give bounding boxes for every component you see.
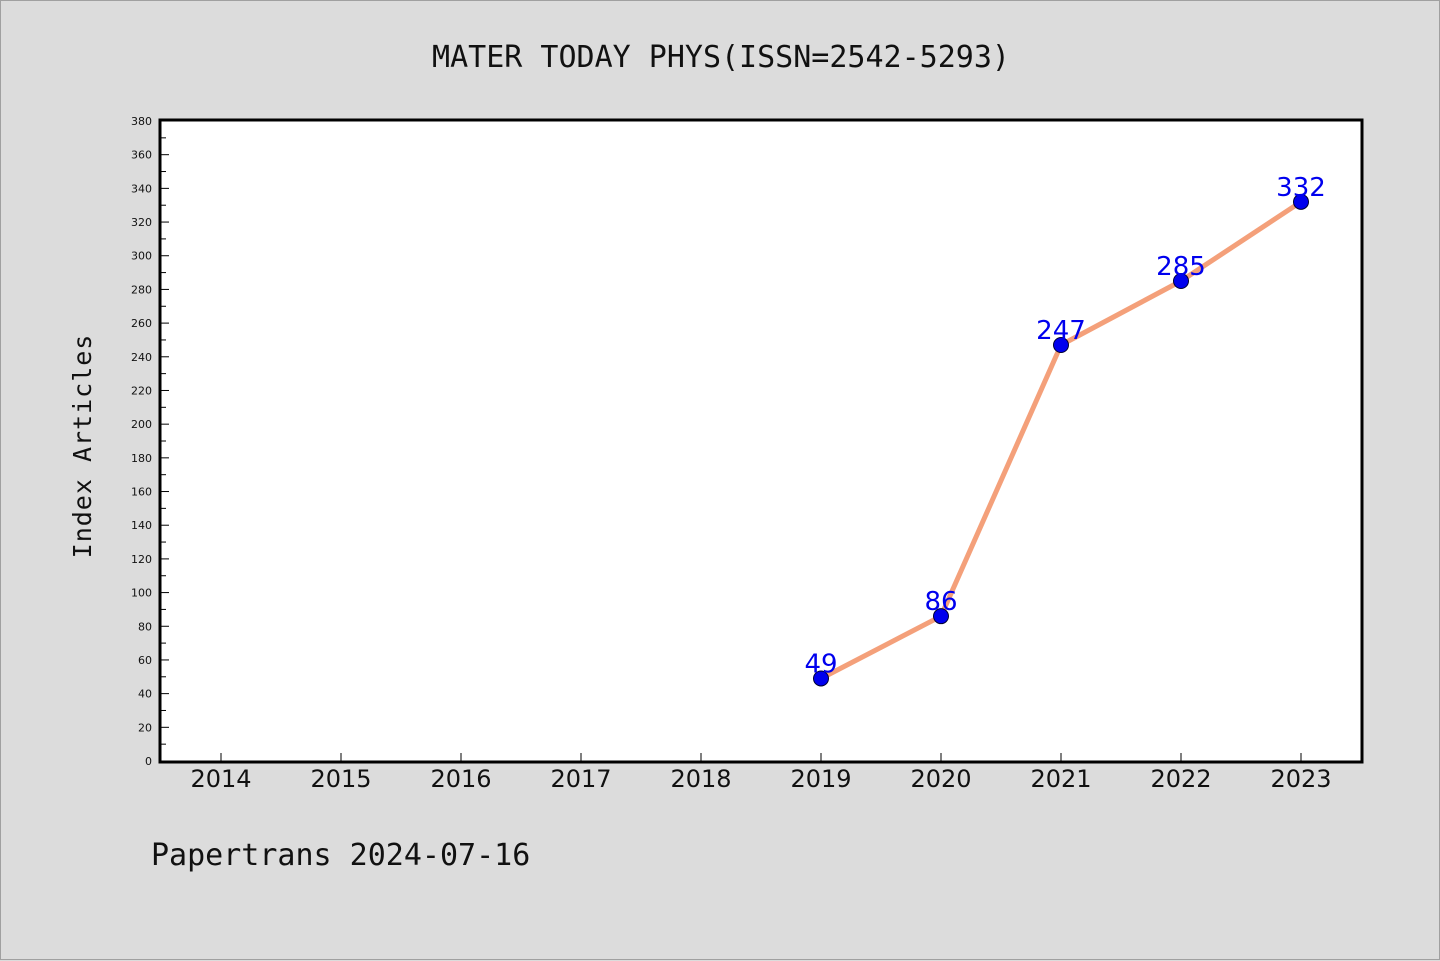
y-axis-label: Index Articles <box>68 334 97 559</box>
series-layer: 49 86 247 285 332 <box>804 173 1326 687</box>
y-tick-label: 240 <box>131 351 152 364</box>
x-axis-ticks: 2014 2015 2016 2017 2018 2019 2020 2021 2022 2023 <box>190 753 1332 793</box>
y-tick-label: 60 <box>138 654 152 667</box>
data-point <box>1293 193 1309 210</box>
data-point <box>813 670 829 687</box>
x-tick-label: 2014 <box>190 765 251 793</box>
data-label: 285 <box>1156 252 1206 282</box>
y-axis-ticks: 0 20 40 60 80 100 120 140 160 180 200 220 240 260 280 3… <box>131 115 169 768</box>
data-label: 247 <box>1036 316 1086 346</box>
y-tick-label: 200 <box>131 418 152 431</box>
y-tick-label: 340 <box>131 182 152 195</box>
y-tick-label: 160 <box>131 486 152 499</box>
y-tick-label: 40 <box>138 688 152 701</box>
y-tick-label: 100 <box>131 587 152 600</box>
plot-area <box>158 118 1364 764</box>
data-label: 86 <box>924 587 957 617</box>
y-tick-label: 360 <box>131 149 152 162</box>
data-point <box>1053 337 1069 353</box>
y-tick-label: 180 <box>131 452 152 465</box>
x-tick-label: 2019 <box>790 765 851 793</box>
footer-date-stamp: Papertrans 2024-07-16 <box>151 838 530 873</box>
data-point <box>1173 273 1189 289</box>
x-tick-label: 2017 <box>550 765 611 793</box>
data-label: 49 <box>804 649 837 679</box>
y-tick-label: 320 <box>131 216 152 229</box>
y-tick-label: 120 <box>131 553 152 566</box>
x-tick-label: 2023 <box>1270 765 1331 793</box>
x-tick-label: 2016 <box>430 765 491 793</box>
y-tick-label: 300 <box>131 250 152 263</box>
y-tick-label: 220 <box>131 384 152 397</box>
x-tick-label: 2015 <box>310 765 371 793</box>
data-label: 332 <box>1276 173 1326 203</box>
y-tick-label: 0 <box>145 755 152 768</box>
data-point <box>933 608 949 625</box>
y-tick-label: 260 <box>131 317 152 330</box>
y-tick-label: 80 <box>138 620 152 633</box>
x-tick-label: 2020 <box>910 765 971 793</box>
y-tick-label: 280 <box>131 283 152 296</box>
y-tick-label: 380 <box>131 115 152 128</box>
x-tick-label: 2022 <box>1150 765 1211 793</box>
y-tick-label: 140 <box>131 519 152 532</box>
chart-title: MATER TODAY PHYS(ISSN=2542-5293) <box>432 40 1010 75</box>
x-tick-label: 2018 <box>670 765 731 793</box>
y-tick-label: 20 <box>138 721 152 734</box>
x-tick-label: 2021 <box>1030 765 1091 793</box>
